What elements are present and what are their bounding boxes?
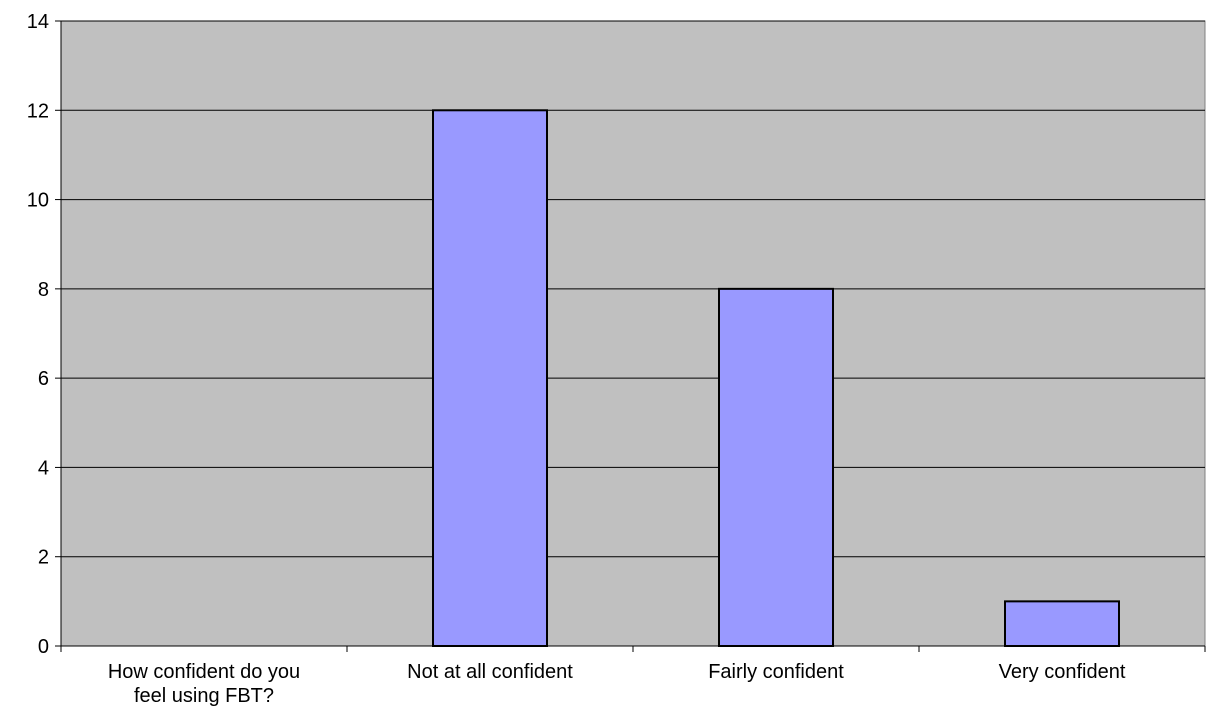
y-tick-label: 0 [38, 636, 49, 658]
y-tick-label: 2 [38, 547, 49, 569]
y-tick-label: 14 [27, 11, 49, 33]
plot-area [60, 20, 1206, 647]
x-category-label: Not at all confident [407, 661, 573, 683]
x-category-label: Very confident [999, 661, 1126, 683]
y-axis: 0 2 4 6 8 10 12 14 [27, 11, 62, 658]
x-category-label: How confident do you feel using FBT? [108, 661, 300, 707]
bar [1004, 600, 1120, 647]
x-category-label-line: Fairly confident [708, 661, 844, 683]
x-category-label-line: Very confident [999, 661, 1126, 683]
y-tick-label: 12 [27, 100, 49, 122]
y-tick-label: 6 [38, 368, 49, 390]
y-tick-label: 8 [38, 279, 49, 301]
y-tick-label: 10 [27, 190, 49, 212]
x-axis: How confident do you feel using FBT? Not a… [60, 645, 1206, 707]
x-category-label-line: How confident do you [108, 661, 300, 683]
x-category-label-line: feel using FBT? [134, 685, 274, 707]
x-category-label-line: Not at all confident [407, 661, 573, 683]
x-category-label: Fairly confident [708, 661, 844, 683]
y-tick-label: 4 [38, 457, 49, 479]
gridlines [61, 20, 1205, 558]
bar [432, 109, 548, 648]
bar [718, 287, 834, 647]
